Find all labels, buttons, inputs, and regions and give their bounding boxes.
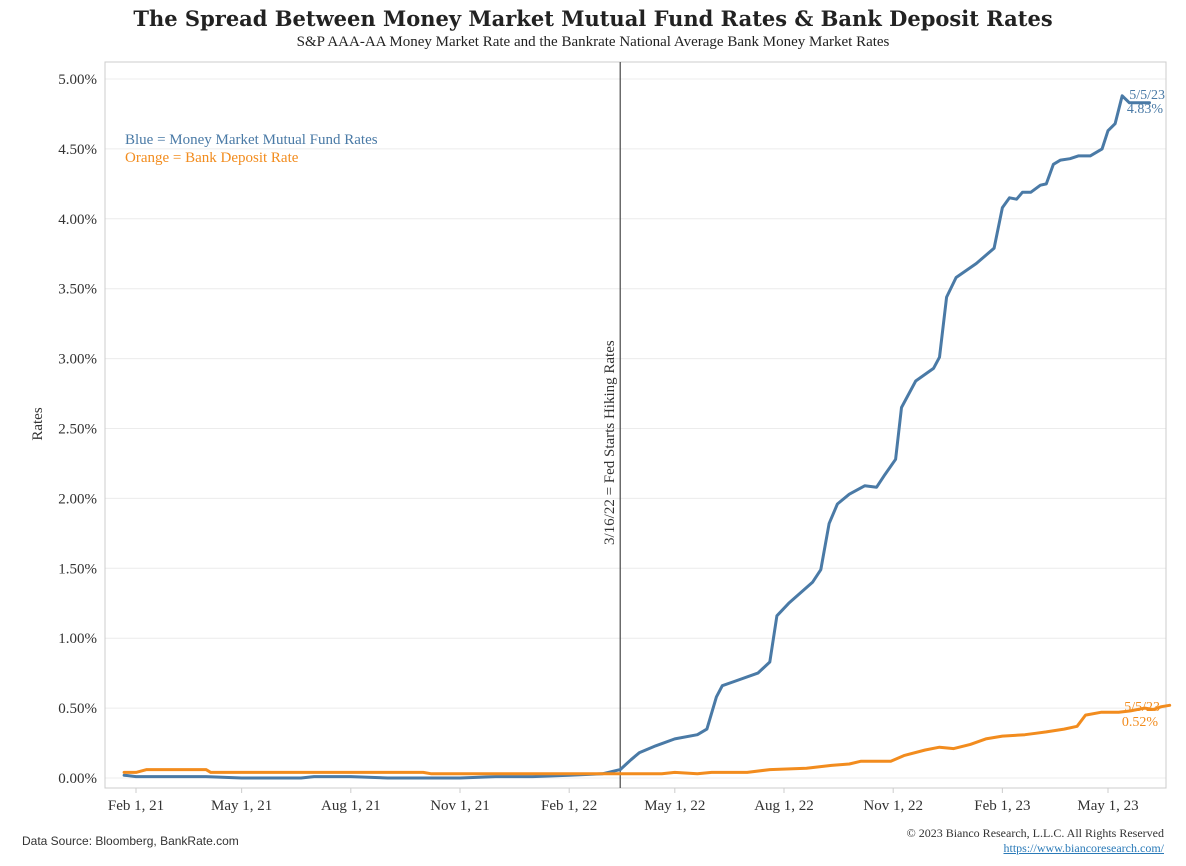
x-tick-label: Feb 1, 21	[108, 798, 164, 814]
y-axis-ticks: 0.00% 0.50% 1.00% 1.50% 2.00% 2.50% 3.00% 3.50%…	[58, 72, 97, 787]
y-tick-label: 4.50%	[58, 142, 97, 158]
y-axis-label: Rates	[30, 407, 46, 440]
x-tick-label: Aug 1, 22	[754, 798, 814, 814]
y-tick-label: 1.50%	[58, 561, 97, 577]
y-tick-label: 1.00%	[58, 631, 97, 647]
legend-blue: Blue = Money Market Mutual Fund Rates	[125, 132, 378, 148]
y-tick-label: 0.50%	[58, 701, 97, 717]
chart-subtitle: S&P AAA-AA Money Market Rate and the Ban…	[296, 34, 890, 50]
y-tick-label: 3.50%	[58, 282, 97, 298]
x-tick-label: Aug 1, 21	[321, 798, 381, 814]
x-tick-label: Feb 1, 22	[541, 798, 597, 814]
x-axis-ticks: Feb 1, 21 May 1, 21 Aug 1, 21 Nov 1, 21 Feb …	[108, 788, 1139, 814]
y-tick-label: 2.00%	[58, 491, 97, 507]
fed-hike-marker-label: 3/16/22 = Fed Starts Hiking Rates	[602, 340, 618, 545]
chart-title: The Spread Between Money Market Mutual F…	[133, 6, 1053, 31]
x-tick-label: Nov 1, 21	[430, 798, 490, 814]
legend-orange: Orange = Bank Deposit Rate	[125, 150, 299, 166]
x-tick-label: Feb 1, 23	[974, 798, 1030, 814]
website-link[interactable]: https://www.biancoresearch.com/	[1003, 841, 1164, 855]
blue-end-date-label: 5/5/23	[1129, 88, 1165, 103]
footer-credits: © 2023 Bianco Research, L.L.C. All Right…	[907, 826, 1164, 856]
y-tick-label: 0.00%	[58, 771, 97, 787]
orange-end-date-label: 5/5/23	[1124, 700, 1160, 715]
y-tick-label: 4.00%	[58, 212, 97, 228]
y-tick-label: 3.00%	[58, 352, 97, 368]
y-tick-label: 2.50%	[58, 422, 97, 438]
blue-series-line	[122, 94, 1151, 780]
orange-end-value-label: 0.52%	[1122, 715, 1159, 730]
series-lines	[122, 94, 1172, 780]
x-tick-label: May 1, 22	[644, 798, 705, 814]
y-tick-label: 5.00%	[58, 72, 97, 88]
copyright-text: © 2023 Bianco Research, L.L.C. All Right…	[906, 826, 1164, 840]
data-source-note: Data Source: Bloomberg, BankRate.com	[22, 834, 239, 848]
orange-series-line	[122, 703, 1172, 776]
x-tick-label: May 1, 21	[211, 798, 272, 814]
x-tick-label: May 1, 23	[1077, 798, 1138, 814]
blue-end-value-label: 4.83%	[1127, 102, 1164, 117]
x-tick-label: Nov 1, 22	[863, 798, 923, 814]
gridlines	[105, 78, 1166, 779]
plot-frame	[104, 61, 1167, 789]
